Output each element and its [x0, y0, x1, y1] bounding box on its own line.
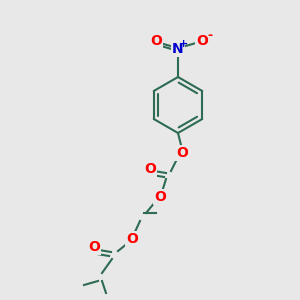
Text: O: O — [154, 190, 166, 204]
Text: O: O — [88, 240, 100, 254]
Text: O: O — [196, 34, 208, 48]
Text: -: - — [207, 29, 213, 43]
Text: O: O — [176, 146, 188, 160]
Text: O: O — [150, 34, 162, 48]
Text: N: N — [172, 42, 184, 56]
Text: +: + — [178, 39, 188, 49]
Text: O: O — [126, 232, 138, 246]
Text: O: O — [144, 162, 156, 176]
